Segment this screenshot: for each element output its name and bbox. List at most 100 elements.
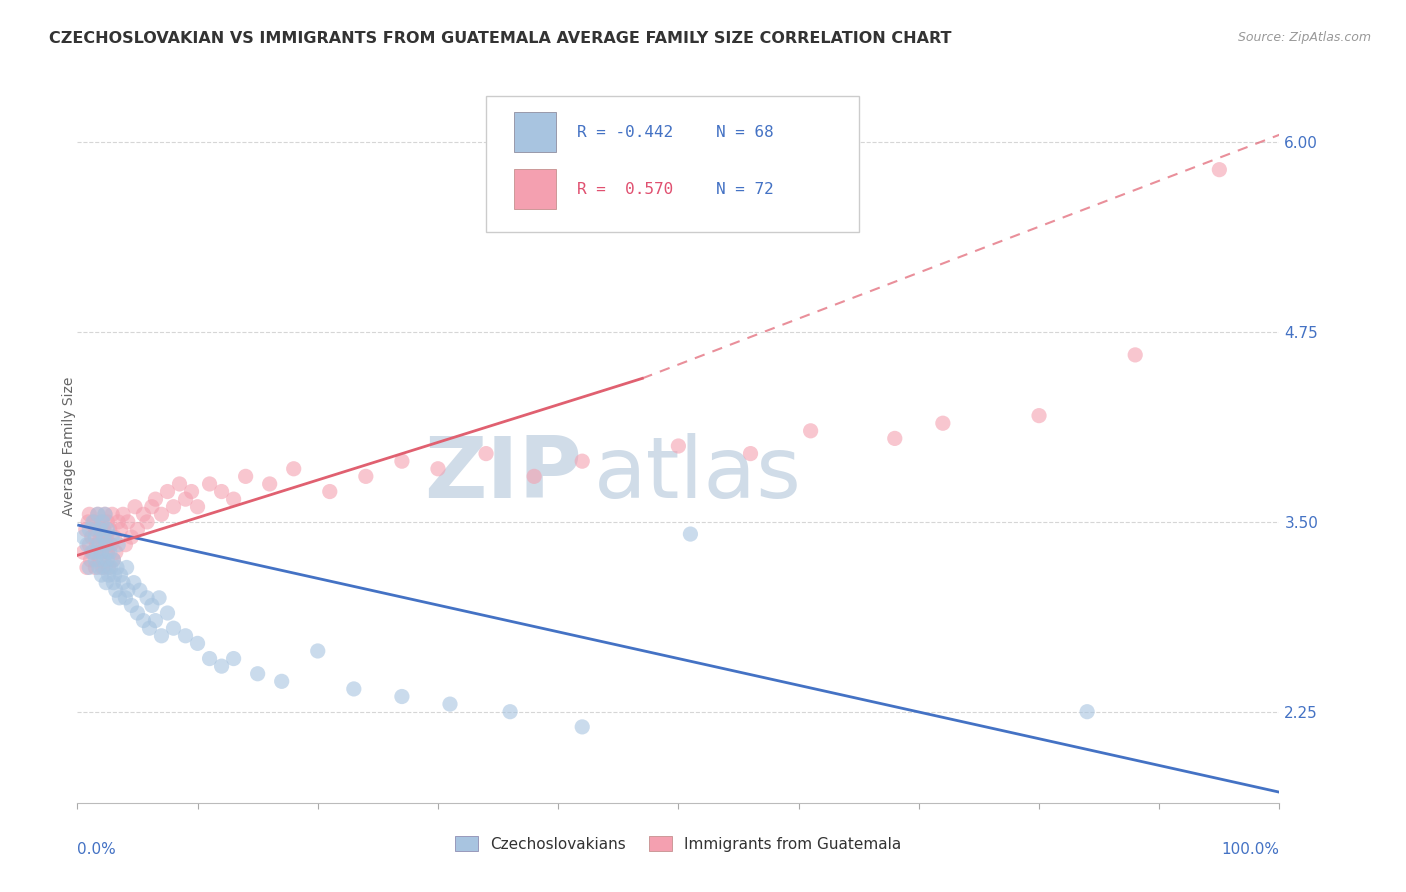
Point — [79, 508, 101, 522]
Point — [75, 523, 97, 537]
Point — [79, 523, 101, 537]
Point — [87, 560, 110, 574]
Point — [97, 560, 120, 574]
Point — [87, 553, 110, 567]
Point — [150, 508, 173, 522]
Point — [156, 484, 179, 499]
Point — [111, 508, 134, 522]
Text: Source: ZipAtlas.com: Source: ZipAtlas.com — [1237, 31, 1371, 45]
Point — [87, 508, 110, 522]
Point — [138, 621, 160, 635]
Point — [100, 560, 122, 574]
Point — [259, 477, 281, 491]
Point — [104, 583, 127, 598]
Point — [198, 477, 221, 491]
Point — [72, 545, 94, 559]
Point — [117, 583, 139, 598]
Point — [307, 644, 329, 658]
Point — [101, 530, 124, 544]
Point — [101, 508, 124, 522]
Point — [1208, 162, 1230, 177]
Point — [94, 560, 117, 574]
Text: R =  0.570: R = 0.570 — [578, 182, 673, 196]
Point — [571, 454, 593, 468]
Point — [141, 500, 163, 514]
Point — [79, 553, 101, 567]
Point — [103, 553, 125, 567]
Text: CZECHOSLOVAKIAN VS IMMIGRANTS FROM GUATEMALA AVERAGE FAMILY SIZE CORRELATION CHA: CZECHOSLOVAKIAN VS IMMIGRANTS FROM GUATE… — [49, 31, 952, 46]
Point — [162, 500, 184, 514]
Point — [150, 629, 173, 643]
Point — [246, 666, 269, 681]
Point — [93, 530, 115, 544]
Point — [1123, 348, 1146, 362]
Point — [319, 484, 342, 499]
Point — [120, 530, 142, 544]
Point — [79, 560, 101, 574]
Point — [235, 469, 257, 483]
Point — [97, 568, 120, 582]
Point — [162, 621, 184, 635]
Point — [96, 553, 118, 567]
Point — [523, 469, 546, 483]
Text: R = -0.442: R = -0.442 — [578, 125, 673, 139]
Point — [87, 538, 110, 552]
Point — [222, 651, 245, 665]
Point — [740, 447, 762, 461]
Text: 100.0%: 100.0% — [1222, 842, 1279, 857]
Point — [103, 575, 125, 590]
Point — [110, 523, 132, 537]
Text: N = 72: N = 72 — [716, 182, 773, 196]
Point — [114, 538, 136, 552]
Point — [679, 527, 702, 541]
Point — [104, 530, 127, 544]
Point — [86, 545, 108, 559]
Point — [439, 697, 461, 711]
Point — [94, 508, 117, 522]
Point — [114, 591, 136, 605]
Point — [187, 500, 209, 514]
Point — [84, 523, 107, 537]
Point — [82, 545, 104, 559]
Point — [222, 492, 245, 507]
Point — [111, 575, 134, 590]
Point — [174, 629, 197, 643]
Point — [145, 492, 167, 507]
Point — [115, 560, 138, 574]
Point — [77, 515, 100, 529]
Point — [80, 545, 103, 559]
Point — [84, 560, 107, 574]
Point — [96, 575, 118, 590]
Point — [107, 538, 129, 552]
Point — [187, 636, 209, 650]
Point — [180, 484, 202, 499]
Legend: Czechoslovakians, Immigrants from Guatemala: Czechoslovakians, Immigrants from Guatem… — [449, 830, 908, 858]
Point — [211, 659, 233, 673]
Point — [148, 591, 170, 605]
Point — [98, 523, 121, 537]
Point — [86, 538, 108, 552]
Bar — [513, 169, 555, 209]
Text: 0.0%: 0.0% — [77, 842, 117, 857]
Point — [391, 454, 413, 468]
Point — [103, 553, 125, 567]
Text: N = 68: N = 68 — [716, 125, 773, 139]
Point — [136, 515, 159, 529]
Point — [91, 515, 114, 529]
Point — [76, 560, 98, 574]
Point — [96, 523, 118, 537]
Point — [93, 553, 115, 567]
Point — [110, 568, 132, 582]
Point — [800, 424, 823, 438]
Point — [343, 681, 366, 696]
Point — [94, 508, 117, 522]
Point — [104, 545, 127, 559]
Point — [89, 523, 111, 537]
Point — [1028, 409, 1050, 423]
Point — [82, 515, 104, 529]
Point — [127, 606, 149, 620]
Point — [76, 538, 98, 552]
Point — [141, 599, 163, 613]
Point — [93, 538, 115, 552]
Point — [96, 530, 118, 544]
